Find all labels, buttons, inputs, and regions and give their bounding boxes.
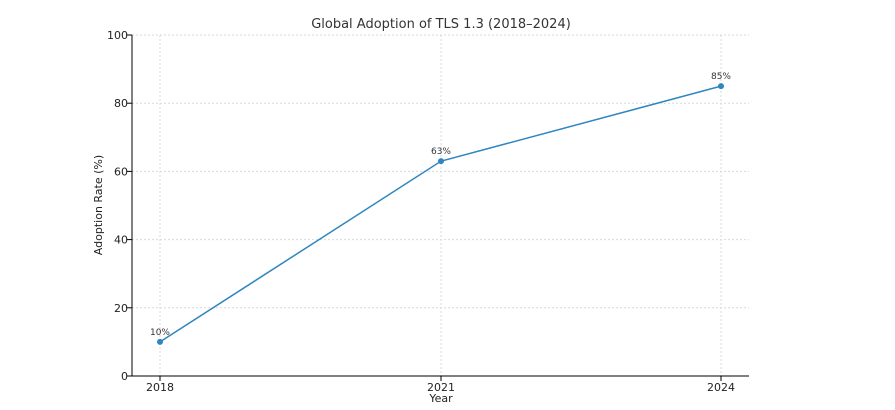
y-tick-label-0: 0	[121, 370, 128, 383]
y-axis-ticks: 0 20 40 60 80 100	[107, 29, 132, 383]
data-label-2018: 10%	[150, 328, 170, 338]
y-tick-label-40: 40	[114, 234, 128, 247]
y-tick-label-20: 20	[114, 302, 128, 315]
x-axis-label: Year	[428, 392, 453, 405]
data-label-2024: 85%	[711, 72, 731, 82]
series-layer: 10% 63% 85%	[150, 72, 731, 345]
x-tick-label-2018: 2018	[146, 381, 174, 394]
x-tick-label-2024: 2024	[707, 381, 735, 394]
data-label-2021: 63%	[431, 147, 451, 157]
y-tick-label-80: 80	[114, 97, 128, 110]
data-point-2024	[718, 83, 724, 90]
data-point-2018	[157, 338, 163, 345]
x-axis-ticks: 2018 2021 2024	[146, 376, 735, 394]
grid-lines	[132, 34, 749, 377]
y-tick-label-100: 100	[107, 29, 128, 42]
data-point-2021	[438, 158, 444, 165]
x-tick-label-2021: 2021	[427, 381, 455, 394]
y-axis-label: Adoption Rate (%)	[92, 155, 105, 255]
chart-title: Global Adoption of TLS 1.3 (2018–2024)	[311, 17, 571, 32]
y-tick-label-60: 60	[114, 165, 128, 178]
